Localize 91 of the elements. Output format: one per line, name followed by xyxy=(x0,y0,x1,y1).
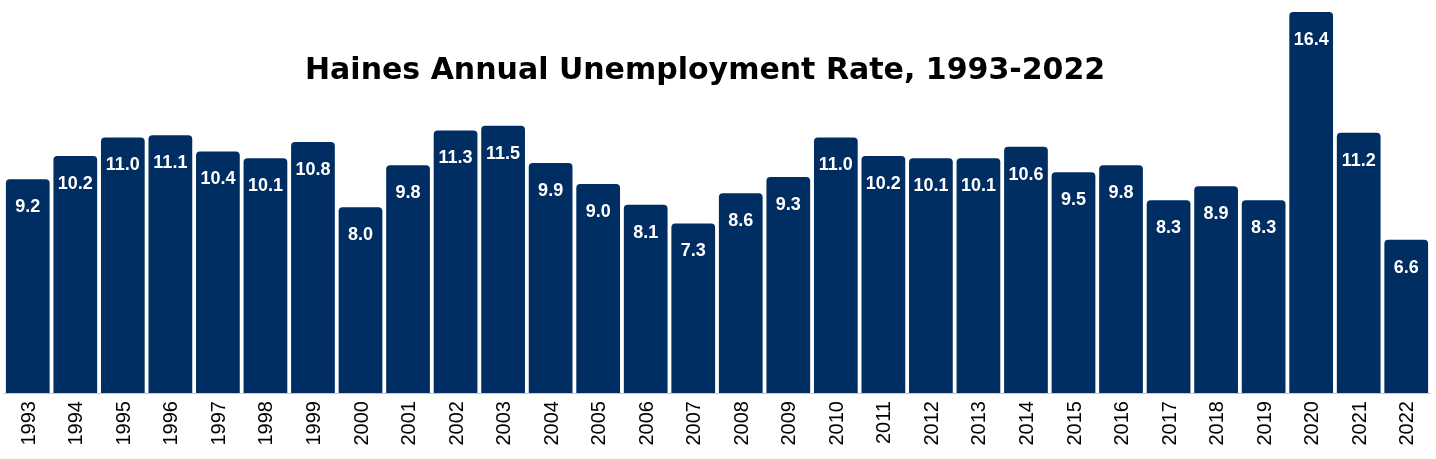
x-tick-label: 2011 xyxy=(872,401,895,445)
bar xyxy=(338,207,383,393)
data-label: 9.5 xyxy=(1060,189,1087,210)
bar xyxy=(956,158,1001,393)
x-tick-label: 2012 xyxy=(919,401,942,446)
data-label: 8.0 xyxy=(347,224,374,245)
bar xyxy=(196,151,240,393)
bar xyxy=(861,156,906,393)
bar xyxy=(528,163,573,393)
data-label: 9.2 xyxy=(15,196,41,217)
data-label: 8.1 xyxy=(633,221,659,242)
bar xyxy=(1051,172,1096,393)
x-tick-label: 2010 xyxy=(824,401,847,446)
data-label: 10.2 xyxy=(865,173,901,194)
data-label: 8.6 xyxy=(728,210,754,231)
bar xyxy=(671,223,716,393)
bar xyxy=(813,137,858,393)
x-tick-label: 2004 xyxy=(539,401,562,446)
bar xyxy=(1384,239,1429,393)
bar xyxy=(1336,132,1381,393)
bar xyxy=(623,204,668,393)
x-tick-label: 2001 xyxy=(397,401,420,446)
data-label: 7.3 xyxy=(680,240,706,261)
data-label: 9.8 xyxy=(395,182,421,203)
data-label: 9.9 xyxy=(538,180,564,201)
x-tick-label: 2019 xyxy=(1252,401,1275,446)
bar xyxy=(5,179,50,393)
x-tick-label: 2006 xyxy=(634,401,657,446)
data-label: 11.0 xyxy=(818,154,853,175)
x-tick-label: 2020 xyxy=(1300,401,1323,446)
data-label: 10.1 xyxy=(960,175,996,196)
x-tick-label: 1995 xyxy=(111,401,134,446)
x-tick-label: 2003 xyxy=(492,401,515,446)
data-label: 6.6 xyxy=(1393,256,1419,277)
text: Haines Annual Unemployment Rate, 1993-2022 xyxy=(305,50,1106,86)
x-tick-label: 2014 xyxy=(1014,401,1037,446)
data-label: 9.0 xyxy=(585,200,611,221)
bar xyxy=(766,176,811,393)
bar xyxy=(909,158,953,393)
data-label: 10.1 xyxy=(913,175,949,196)
data-label: 11.2 xyxy=(1341,149,1376,170)
data-label: 9.8 xyxy=(1108,182,1134,203)
data-label: 11.3 xyxy=(438,147,473,168)
bar xyxy=(576,183,621,393)
x-tick-label: 2015 xyxy=(1062,401,1085,446)
data-label: 10.6 xyxy=(1008,163,1044,184)
x-tick-label: 1993 xyxy=(16,401,39,446)
data-label: 10.8 xyxy=(295,159,331,180)
bar xyxy=(291,142,335,393)
bar xyxy=(481,125,525,393)
data-label: 10.4 xyxy=(200,168,236,189)
x-tick-label: 2016 xyxy=(1110,401,1133,446)
x-tick-label: 1996 xyxy=(159,401,182,446)
bar xyxy=(243,158,288,393)
x-tick-label: 2021 xyxy=(1347,401,1370,446)
bar xyxy=(386,165,430,393)
x-tick-label: 2018 xyxy=(1205,401,1228,446)
bar xyxy=(1289,12,1334,393)
bar xyxy=(718,193,763,393)
x-tick-label: 2013 xyxy=(967,401,990,446)
data-label: 11.1 xyxy=(153,152,188,173)
data-label: 9.3 xyxy=(775,193,801,214)
data-label: 11.5 xyxy=(486,142,521,163)
data-label: 8.3 xyxy=(1156,217,1182,238)
x-tick-label: 2017 xyxy=(1157,401,1180,446)
bar xyxy=(1241,200,1286,393)
bar xyxy=(433,130,478,393)
bar xyxy=(1146,200,1191,393)
x-tick-label: 1999 xyxy=(301,401,324,446)
bar xyxy=(1194,186,1238,393)
data-label: 16.4 xyxy=(1293,29,1329,49)
x-tick-label: 2009 xyxy=(777,401,800,446)
x-tick-label: 2007 xyxy=(682,401,705,446)
bar xyxy=(1004,146,1048,393)
data-label: 10.2 xyxy=(57,173,93,194)
x-tick-label: 2000 xyxy=(349,401,372,446)
data-label: 8.3 xyxy=(1251,217,1277,238)
data-label: 8.9 xyxy=(1203,203,1229,224)
data-label: 11.0 xyxy=(105,154,140,175)
x-tick-label: 2005 xyxy=(587,401,610,446)
x-tick-label: 2022 xyxy=(1395,401,1418,446)
data-label: 10.1 xyxy=(247,175,283,196)
bar xyxy=(148,135,193,393)
x-tick-label: 1998 xyxy=(254,401,277,446)
x-tick-label: 2002 xyxy=(444,401,467,446)
bar xyxy=(100,137,145,393)
x-tick-label: 2008 xyxy=(729,401,752,446)
bar xyxy=(1099,165,1143,393)
bar xyxy=(53,156,98,393)
x-tick-label: 1997 xyxy=(206,401,229,446)
x-tick-label: 1994 xyxy=(64,401,87,446)
